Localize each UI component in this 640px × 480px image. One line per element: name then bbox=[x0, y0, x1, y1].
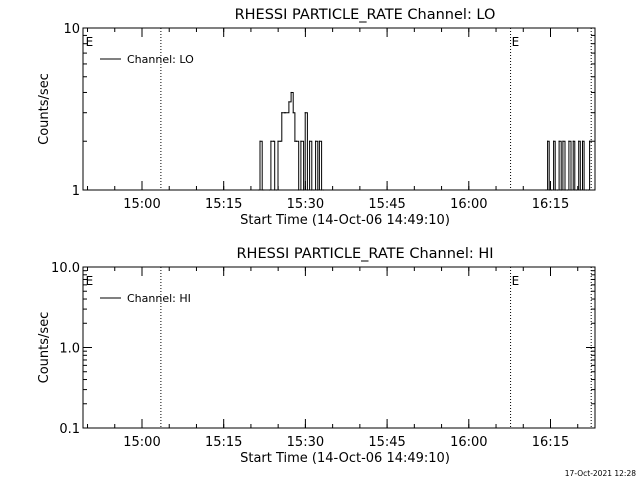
event-marker-label: E bbox=[512, 35, 520, 49]
y-tick-label: 1.0 bbox=[59, 342, 80, 357]
data-point bbox=[290, 91, 292, 94]
data-point bbox=[298, 189, 300, 191]
chart-panel-1: RHESSI PARTICLE_RATE Channel: LO 1 10 15:00… bbox=[37, 7, 596, 228]
x-tick-label: 15:45 bbox=[368, 197, 405, 212]
data-point bbox=[578, 140, 580, 142]
legend-label: Channel: HI bbox=[127, 292, 191, 305]
data-point bbox=[261, 189, 263, 191]
data-point bbox=[302, 189, 305, 191]
y-tick-label: 1 bbox=[72, 184, 80, 199]
data-point bbox=[275, 189, 277, 191]
chart-panel-2: RHESSI PARTICLE_RATE Channel: HI 0.1 1.0 10… bbox=[37, 246, 596, 466]
event-marker-label: E bbox=[86, 274, 94, 288]
x-tick-label: 15:15 bbox=[205, 435, 242, 450]
data-point bbox=[548, 189, 550, 191]
data-point bbox=[292, 112, 294, 114]
data-point bbox=[283, 112, 286, 114]
data-point bbox=[590, 140, 592, 142]
data-point bbox=[547, 140, 549, 142]
data-point bbox=[320, 189, 323, 191]
data-point bbox=[259, 140, 261, 142]
data-point bbox=[583, 189, 585, 191]
data-point bbox=[304, 112, 306, 114]
data-point bbox=[288, 101, 290, 103]
data-point bbox=[570, 189, 572, 191]
y-axis-label: Counts/sec bbox=[37, 312, 52, 384]
event-marker-label: E bbox=[86, 35, 94, 49]
data-point bbox=[564, 189, 566, 191]
data-point bbox=[574, 189, 576, 191]
x-axis-label: Start Time (14-Oct-06 14:49:10) bbox=[240, 213, 450, 228]
data-point bbox=[558, 140, 560, 142]
data-point bbox=[588, 140, 591, 142]
data-point bbox=[258, 189, 260, 191]
y-axis-label: Counts/sec bbox=[37, 73, 52, 145]
data-point bbox=[270, 140, 272, 142]
data-point bbox=[308, 140, 311, 142]
y-tick-label: 0.1 bbox=[59, 422, 80, 437]
data-point bbox=[300, 140, 302, 142]
data-point bbox=[581, 140, 584, 142]
x-tick-label: 15:45 bbox=[368, 435, 405, 450]
x-tick-label: 16:15 bbox=[532, 197, 569, 212]
x-tick-label: 16:00 bbox=[450, 197, 487, 212]
data-point bbox=[554, 189, 556, 191]
data-point bbox=[311, 189, 313, 191]
data-point bbox=[579, 189, 581, 191]
chart-title: RHESSI PARTICLE_RATE Channel: LO bbox=[235, 7, 496, 23]
data-point bbox=[322, 189, 324, 191]
data-point bbox=[560, 189, 562, 191]
x-tick-label: 16:00 bbox=[450, 435, 487, 450]
data-point bbox=[306, 189, 309, 191]
y-tick-label: 10.0 bbox=[51, 261, 80, 276]
data-point bbox=[313, 189, 315, 191]
data-point bbox=[572, 140, 574, 142]
data-point bbox=[263, 189, 265, 191]
data-point bbox=[587, 189, 590, 191]
data-point bbox=[545, 189, 547, 191]
chart-title: RHESSI PARTICLE_RATE Channel: HI bbox=[236, 246, 493, 262]
data-point bbox=[556, 189, 559, 191]
data-point bbox=[285, 112, 287, 114]
data-point bbox=[562, 140, 564, 142]
data-point bbox=[273, 140, 275, 142]
x-tick-label: 15:00 bbox=[123, 197, 160, 212]
x-axis-label: Start Time (14-Oct-06 14:49:10) bbox=[240, 451, 450, 466]
x-tick-label: 15:15 bbox=[205, 197, 242, 212]
data-point bbox=[585, 189, 587, 191]
event-marker-label: E bbox=[512, 274, 520, 288]
data-point bbox=[274, 189, 276, 191]
data-point bbox=[550, 189, 553, 191]
x-tick-label: 15:30 bbox=[287, 435, 324, 450]
data-point bbox=[277, 140, 279, 142]
footer-timestamp: 17-Oct-2021 12:28 bbox=[565, 469, 636, 478]
data-point bbox=[294, 140, 296, 142]
data-point bbox=[268, 189, 270, 191]
data-point bbox=[317, 189, 319, 191]
x-tick-label: 16:15 bbox=[532, 435, 569, 450]
data-point bbox=[553, 140, 555, 142]
data-point bbox=[566, 189, 568, 191]
data-point bbox=[295, 140, 298, 142]
x-tick-label: 15:00 bbox=[123, 435, 160, 450]
data-point bbox=[568, 140, 570, 142]
x-tick-label: 15:30 bbox=[287, 197, 324, 212]
legend-label: Channel: LO bbox=[127, 53, 194, 66]
data-point bbox=[281, 112, 283, 114]
data-point bbox=[279, 140, 281, 142]
data-point bbox=[575, 189, 578, 191]
data-point bbox=[314, 140, 317, 142]
y-tick-label: 10 bbox=[63, 22, 80, 37]
data-point bbox=[318, 140, 320, 142]
